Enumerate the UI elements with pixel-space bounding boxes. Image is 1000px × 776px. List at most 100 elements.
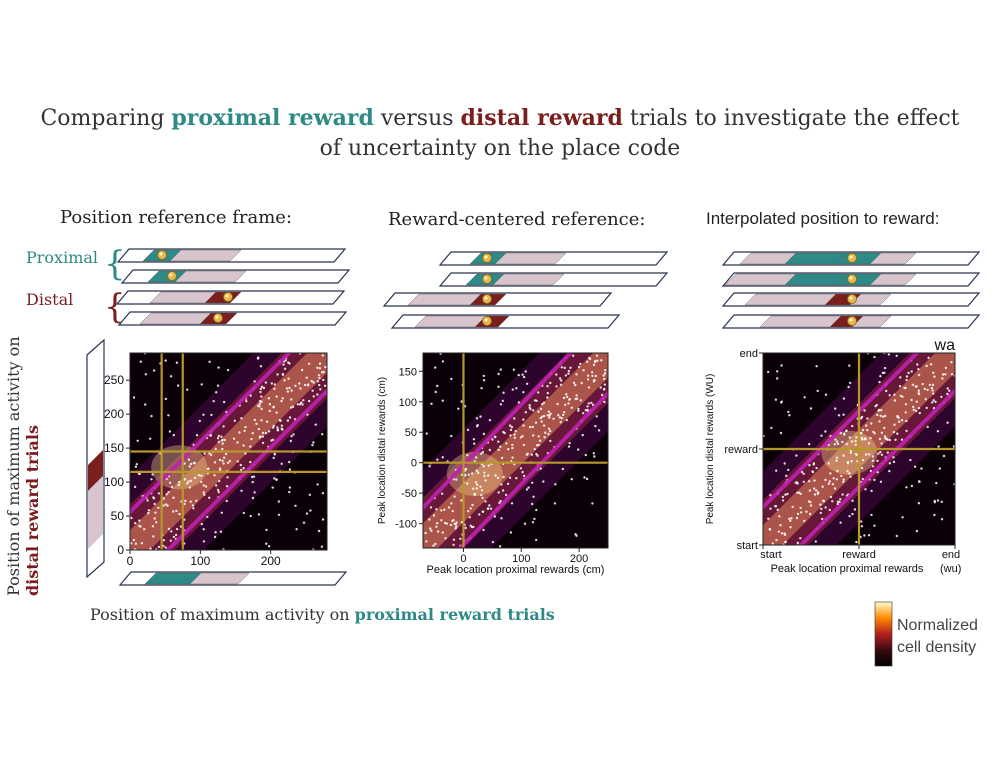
cell-point — [512, 368, 516, 371]
track-segment-approach — [407, 293, 482, 306]
cell-point — [805, 510, 808, 513]
cell-point — [848, 364, 851, 367]
cell-point — [529, 407, 532, 411]
cell-point — [584, 409, 587, 412]
cell-point — [855, 436, 858, 439]
cell-point — [780, 532, 784, 535]
cell-point — [501, 489, 505, 492]
y-tick-label: 100 — [399, 397, 417, 409]
cell-point — [261, 441, 265, 445]
cell-point — [210, 453, 213, 457]
cell-point — [217, 440, 220, 444]
cell-point — [559, 421, 562, 424]
track-p2-dist-2 — [390, 314, 621, 329]
cell-point — [455, 478, 458, 481]
cell-point — [121, 534, 123, 536]
cell-point — [257, 427, 261, 431]
cell-point — [270, 382, 273, 385]
cell-point — [927, 350, 929, 352]
cell-point — [244, 452, 247, 455]
cell-point — [436, 458, 439, 461]
cell-point — [155, 521, 158, 524]
cell-point — [791, 505, 794, 509]
cell-point — [588, 357, 592, 361]
cell-point — [169, 375, 173, 378]
cell-point — [851, 424, 854, 428]
cell-point — [275, 411, 278, 414]
cell-point — [258, 405, 261, 408]
cell-point — [854, 443, 857, 446]
cell-point — [451, 509, 454, 513]
cell-point — [428, 518, 431, 521]
cell-point — [967, 375, 969, 377]
cell-point — [281, 373, 285, 376]
cell-point — [440, 509, 443, 512]
track-segment-approach — [149, 291, 217, 304]
cell-point — [471, 503, 474, 507]
cell-point — [928, 383, 932, 387]
cell-point — [202, 413, 205, 416]
cell-point — [286, 419, 290, 422]
cell-point — [894, 438, 897, 441]
cell-point — [914, 409, 918, 413]
cell-point — [581, 433, 584, 437]
track-segment-approach — [744, 293, 837, 306]
cell-point — [435, 508, 438, 511]
cell-point — [481, 496, 484, 500]
panel-title-reward-centered: Reward-centered reference: — [388, 209, 646, 230]
cell-point — [457, 407, 460, 410]
cell-point — [494, 435, 497, 439]
cell-point — [242, 511, 245, 515]
cell-point — [515, 477, 518, 480]
cell-point — [547, 410, 550, 413]
cell-point — [548, 416, 551, 419]
cell-point — [596, 359, 599, 362]
cell-point — [284, 359, 287, 362]
x-axis-label: Position of maximum activity on proximal… — [90, 605, 555, 624]
cell-point — [542, 424, 546, 427]
cell-point — [780, 400, 783, 403]
cell-point — [568, 398, 571, 401]
cell-point — [223, 456, 226, 459]
reward-icon — [223, 292, 233, 302]
cell-point — [468, 516, 471, 519]
cell-point — [195, 499, 198, 502]
cell-point — [499, 445, 502, 448]
cell-point — [866, 348, 868, 350]
cell-point — [203, 493, 206, 496]
cell-point — [921, 348, 923, 350]
diagonal-bound-line — [423, 353, 574, 511]
cell-point — [411, 533, 413, 535]
cell-point — [497, 491, 500, 494]
cell-point — [285, 387, 289, 390]
cell-point — [311, 389, 314, 392]
cell-point — [531, 425, 534, 429]
cell-point — [317, 374, 321, 377]
cell-point — [222, 462, 225, 465]
cell-point — [299, 387, 302, 390]
cell-point — [432, 544, 435, 547]
cell-point — [208, 496, 211, 499]
density-hotspot — [821, 430, 878, 475]
cell-point — [260, 419, 263, 422]
cell-point — [280, 427, 283, 430]
cell-point — [342, 414, 344, 416]
cell-point — [836, 469, 839, 473]
cell-point — [816, 389, 819, 393]
cell-point — [783, 462, 786, 465]
cell-point — [296, 403, 299, 406]
cell-point — [907, 371, 910, 375]
cell-point — [195, 434, 199, 437]
cell-point — [183, 478, 187, 481]
cell-point — [316, 380, 319, 383]
cell-point — [441, 531, 444, 534]
cell-point — [563, 411, 566, 414]
cell-point — [528, 404, 531, 407]
reward-icon — [847, 316, 857, 326]
cell-point — [192, 507, 195, 510]
cell-point — [863, 409, 866, 412]
cell-point — [250, 437, 253, 441]
cell-point — [783, 533, 787, 536]
cell-point — [895, 354, 898, 357]
cell-point — [312, 441, 315, 444]
